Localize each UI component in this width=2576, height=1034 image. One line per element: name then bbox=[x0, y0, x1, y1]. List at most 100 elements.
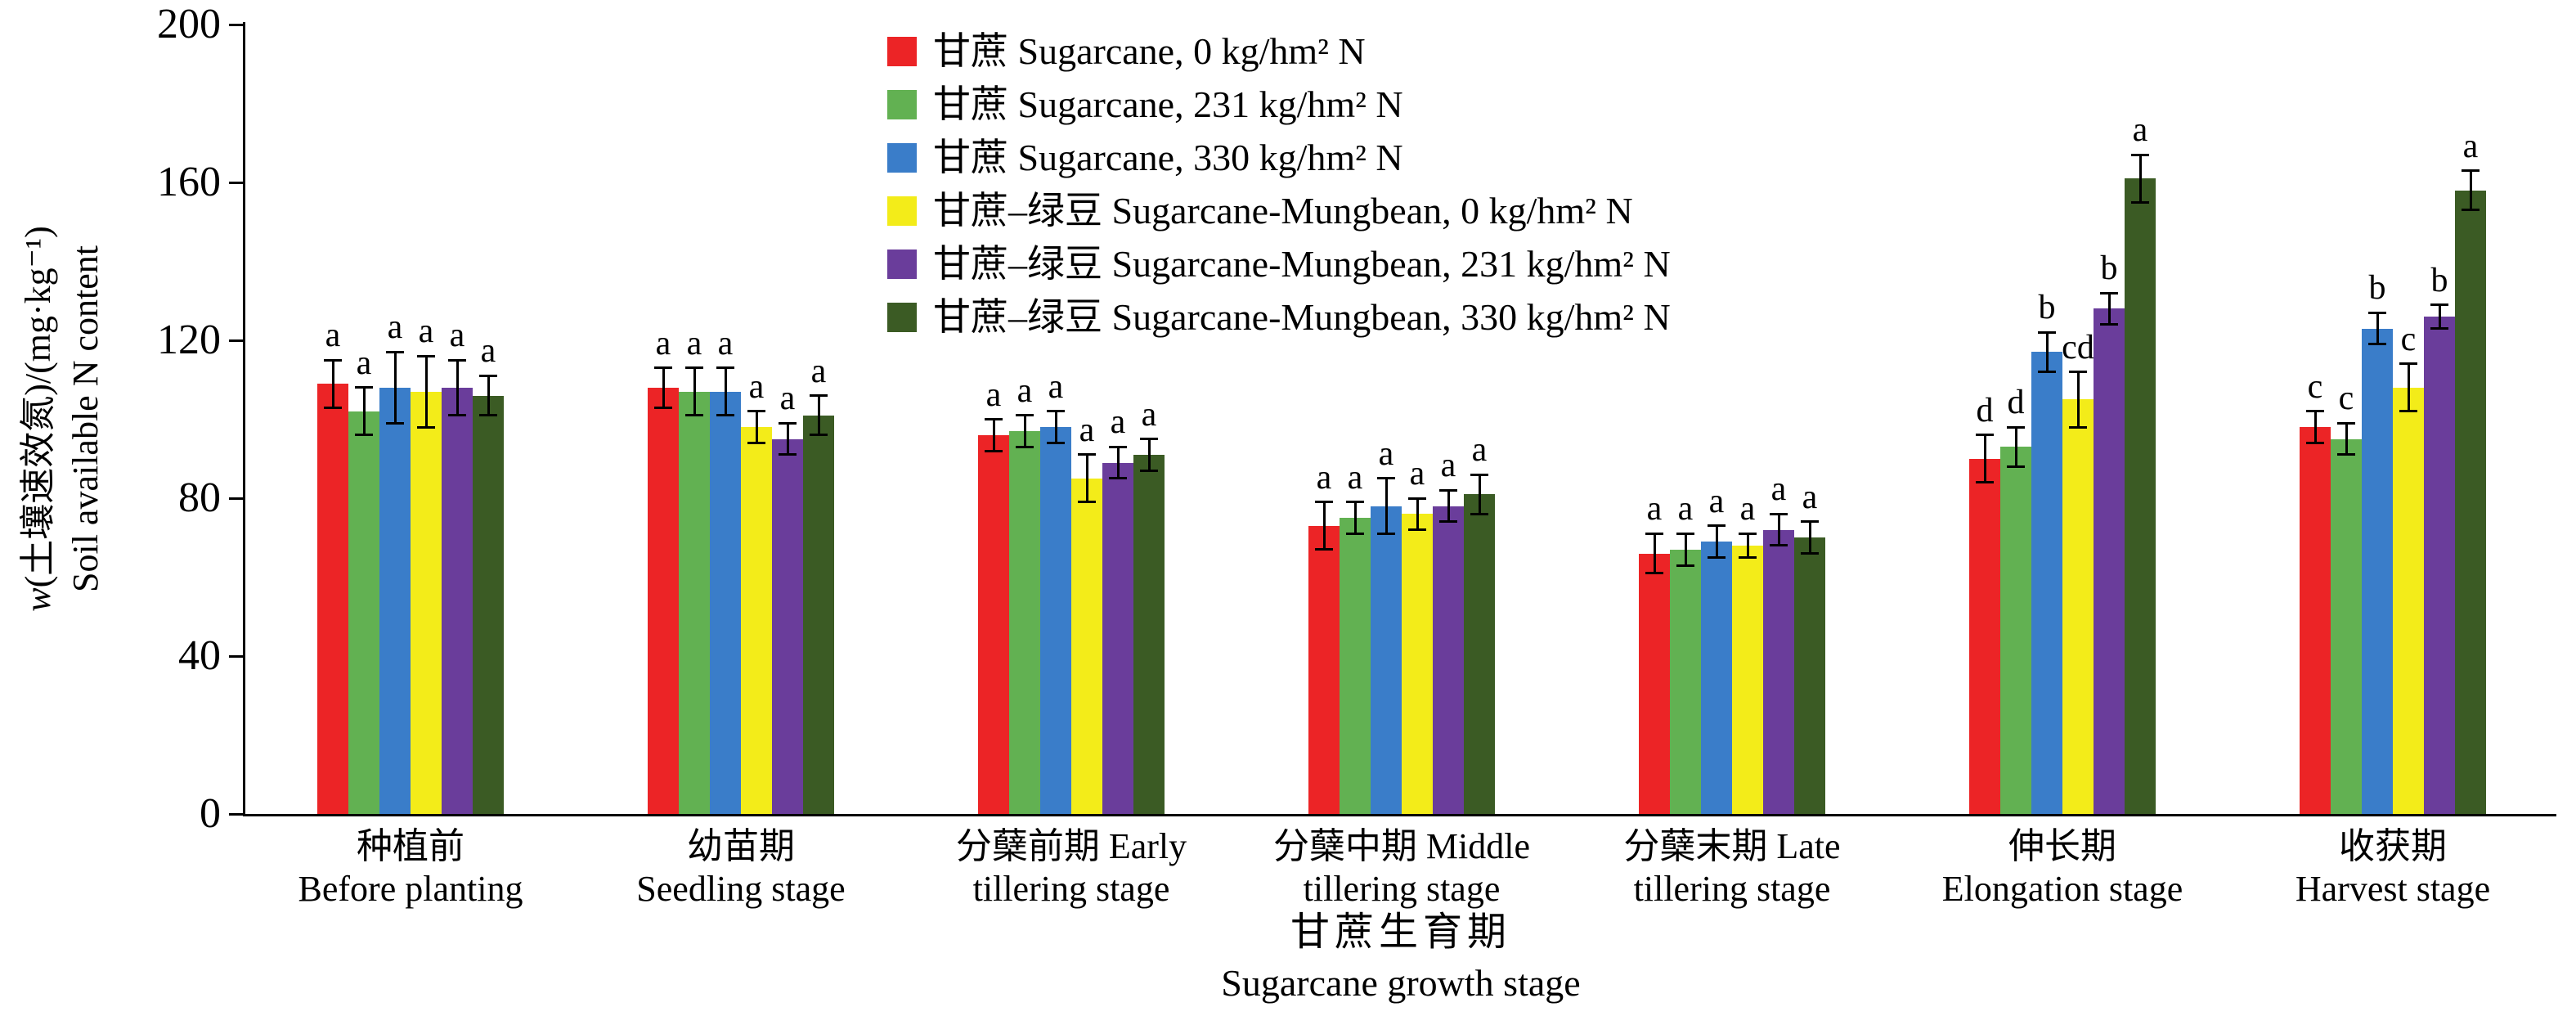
bar bbox=[978, 434, 1009, 814]
error-bar-cap-top bbox=[2399, 362, 2417, 366]
error-bar-line bbox=[2438, 304, 2441, 329]
bar bbox=[1071, 478, 1102, 814]
x-category-label-line1: 幼苗期 bbox=[687, 826, 795, 866]
y-axis-title-line-en: Soil available N content bbox=[65, 245, 105, 592]
legend-item: 甘蔗–绿豆 Sugarcane-Mungbean, 330 kg/hm² N bbox=[887, 290, 1671, 344]
error-bar-line bbox=[1054, 411, 1057, 443]
error-bar-cap-top bbox=[2100, 291, 2118, 294]
error-bar-cap-top bbox=[1016, 414, 1034, 417]
error-bar-cap-bottom bbox=[1976, 481, 1994, 484]
bar bbox=[411, 391, 442, 814]
legend-label: 甘蔗–绿豆 Sugarcane-Mungbean, 231 kg/hm² N bbox=[933, 242, 1671, 285]
error-bar-line bbox=[1808, 521, 1811, 554]
error-bar-line bbox=[1746, 533, 1749, 558]
significance-letter: c bbox=[2307, 367, 2323, 406]
significance-letter: a bbox=[985, 375, 1002, 414]
significance-letter: a bbox=[1471, 431, 1488, 470]
error-bar-line bbox=[1147, 438, 1151, 471]
error-bar-cap-bottom bbox=[2337, 453, 2355, 456]
error-bar-cap-top bbox=[2038, 330, 2056, 334]
error-bar-line bbox=[693, 367, 696, 416]
significance-letter: a bbox=[1770, 470, 1787, 509]
error-bar-cap-bottom bbox=[1047, 441, 1065, 444]
error-bar-line bbox=[1777, 514, 1780, 546]
error-bar-cap-bottom bbox=[685, 414, 703, 417]
bar bbox=[803, 415, 834, 814]
significance-letter: a bbox=[2132, 111, 2148, 150]
legend-swatch bbox=[887, 89, 917, 119]
y-tick-label: 120 bbox=[157, 317, 221, 363]
bar bbox=[317, 384, 348, 814]
y-axis-line bbox=[243, 22, 245, 816]
legend-item: 甘蔗 Sugarcane, 330 kg/hm² N bbox=[887, 131, 1671, 184]
x-category-label-line2: Seedling stage bbox=[636, 869, 846, 909]
y-tick-label: 80 bbox=[178, 474, 221, 521]
legend-item: 甘蔗 Sugarcane, 0 kg/hm² N bbox=[887, 25, 1671, 78]
y-tick-mark bbox=[229, 181, 245, 184]
bar bbox=[2031, 352, 2062, 814]
bar bbox=[348, 411, 379, 814]
error-bar-line bbox=[2345, 423, 2348, 455]
significance-letter: a bbox=[418, 312, 434, 351]
error-bar-cap-top bbox=[2368, 311, 2386, 314]
error-bar-cap-top bbox=[1676, 532, 1694, 535]
x-category-label-line2: tillering stage bbox=[1303, 869, 1501, 909]
bar bbox=[379, 387, 411, 814]
y-tick-mark bbox=[229, 812, 245, 816]
error-bar-cap-bottom bbox=[2430, 327, 2448, 330]
y-tick-mark bbox=[229, 497, 245, 500]
significance-letter: c bbox=[2400, 320, 2417, 358]
error-bar-line bbox=[456, 360, 459, 416]
error-bar-cap-bottom bbox=[2306, 441, 2324, 444]
error-bar-cap-bottom bbox=[417, 425, 435, 429]
x-category-label-line2: tillering stage bbox=[1633, 869, 1831, 909]
error-bar-cap-top bbox=[324, 358, 342, 362]
x-category-label-line2: Before planting bbox=[298, 869, 523, 909]
y-axis-title: w(土壤速效氮)/(mg·kg⁻¹) Soil available N cont… bbox=[15, 226, 110, 612]
significance-letter: a bbox=[356, 344, 372, 382]
x-category-label-line1: 收获期 bbox=[2339, 826, 2447, 866]
error-bar-cap-top bbox=[1315, 501, 1333, 504]
significance-letter: a bbox=[1079, 411, 1095, 449]
error-bar-line bbox=[1353, 501, 1357, 534]
bar bbox=[1371, 506, 1402, 814]
significance-letter: a bbox=[1378, 434, 1394, 473]
y-tick-label: 160 bbox=[157, 159, 221, 205]
error-bar-cap-top bbox=[1078, 453, 1096, 456]
bar bbox=[473, 395, 504, 814]
error-bar-cap-bottom bbox=[1377, 532, 1395, 535]
error-bar-cap-top bbox=[2131, 153, 2149, 156]
x-category-label-line1: 分蘖前期 Early bbox=[955, 826, 1187, 866]
bar bbox=[1009, 430, 1040, 814]
legend-swatch bbox=[887, 249, 917, 279]
x-category-label-line1: 伸长期 bbox=[2008, 826, 2116, 866]
error-bar-cap-bottom bbox=[1739, 555, 1757, 559]
error-bar-line bbox=[1384, 478, 1388, 534]
legend-label: 甘蔗 Sugarcane, 330 kg/hm² N bbox=[933, 136, 1403, 178]
error-bar-line bbox=[2376, 312, 2379, 344]
bar bbox=[1794, 537, 1825, 814]
error-bar-cap-top bbox=[2430, 303, 2448, 307]
significance-letter: a bbox=[1677, 490, 1694, 528]
significance-letter: a bbox=[1347, 458, 1363, 497]
y-axis-title-symbol: w bbox=[18, 587, 58, 612]
bar bbox=[1308, 525, 1340, 814]
bar bbox=[1670, 549, 1701, 814]
bar bbox=[2331, 438, 2362, 814]
error-bar-line bbox=[487, 375, 490, 416]
error-bar-cap-bottom bbox=[1676, 564, 1694, 567]
x-category-label-line1: 分蘖末期 Late bbox=[1623, 826, 1841, 866]
significance-letter: a bbox=[325, 317, 341, 355]
error-bar-line bbox=[1715, 525, 1718, 558]
bar bbox=[1732, 545, 1763, 814]
error-bar-cap-bottom bbox=[1708, 555, 1726, 559]
error-bar-cap-top bbox=[386, 350, 404, 353]
error-bar-line bbox=[393, 352, 397, 424]
legend-swatch bbox=[887, 196, 917, 226]
bar bbox=[442, 387, 473, 814]
bar bbox=[2000, 447, 2031, 814]
error-bar-line bbox=[1322, 501, 1326, 550]
error-bar-cap-bottom bbox=[810, 434, 828, 437]
x-axis-title-cn: 甘蔗生育期 bbox=[1290, 910, 1511, 954]
